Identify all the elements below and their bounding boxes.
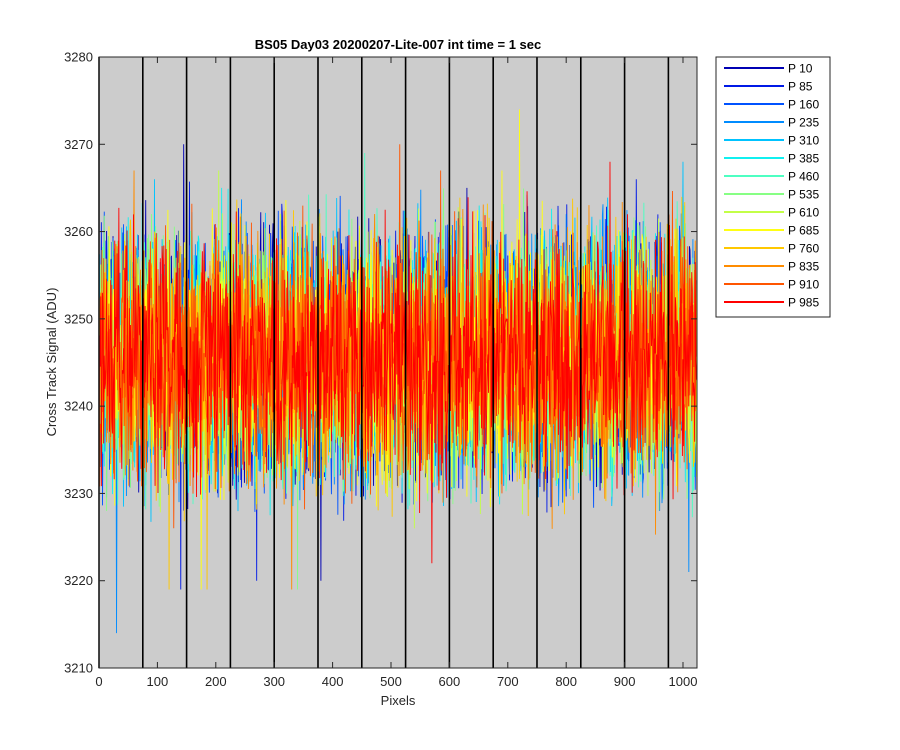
legend-label: P 310 <box>788 134 819 148</box>
legend-label: P 235 <box>788 116 819 130</box>
legend-label: P 685 <box>788 224 819 238</box>
legend: P 10 P 85 P 160 P 235 P 310 P 385 P 460 P 535 P … <box>715 56 831 318</box>
x-tick-label: 400 <box>322 674 344 689</box>
legend-label: P 760 <box>788 242 819 256</box>
x-tick-label: 600 <box>439 674 461 689</box>
legend-label: P 535 <box>788 188 819 202</box>
axes: 0 100 200 300 400 500 600 700 800 900 1000 3210 3220… <box>64 50 698 689</box>
x-tick-label: 1000 <box>669 674 698 689</box>
plot-area <box>98 57 697 668</box>
legend-label: P 385 <box>788 152 819 166</box>
x-tick-label: 300 <box>263 674 285 689</box>
y-tick-label: 3260 <box>64 224 93 239</box>
legend-label: P 985 <box>788 296 819 310</box>
legend-label: P 10 <box>788 62 813 76</box>
legend-label: P 610 <box>788 206 819 220</box>
series-group <box>99 109 697 634</box>
axes-box <box>98 56 698 669</box>
x-tick-label: 200 <box>205 674 227 689</box>
legend-label: P 835 <box>788 260 819 274</box>
x-tick-label: 800 <box>555 674 577 689</box>
x-axis-title: Pixels <box>381 693 416 708</box>
y-tick-label: 3240 <box>64 399 93 414</box>
y-tick-label: 3220 <box>64 573 93 588</box>
legend-label: P 910 <box>788 278 819 292</box>
chart-title: BS05 Day03 20200207-Lite-007 int time = … <box>255 37 542 52</box>
y-tick-label: 3230 <box>64 486 93 501</box>
legend-box <box>715 56 831 318</box>
y-axis-title: Cross Track Signal (ADU) <box>44 288 59 437</box>
legend-label: P 460 <box>788 170 819 184</box>
legend-label: P 160 <box>788 98 819 112</box>
legend-label: P 85 <box>788 80 813 94</box>
y-tick-label: 3250 <box>64 311 93 326</box>
y-tick-label: 3280 <box>64 50 93 65</box>
x-tick-label: 500 <box>380 674 402 689</box>
x-tick-label: 0 <box>95 674 102 689</box>
y-tick-label: 3210 <box>64 661 93 676</box>
x-tick-label: 100 <box>147 674 169 689</box>
y-tick-label: 3270 <box>64 137 93 152</box>
x-tick-label: 700 <box>497 674 519 689</box>
x-tick-label: 900 <box>614 674 636 689</box>
series-line-p985 <box>99 161 697 564</box>
